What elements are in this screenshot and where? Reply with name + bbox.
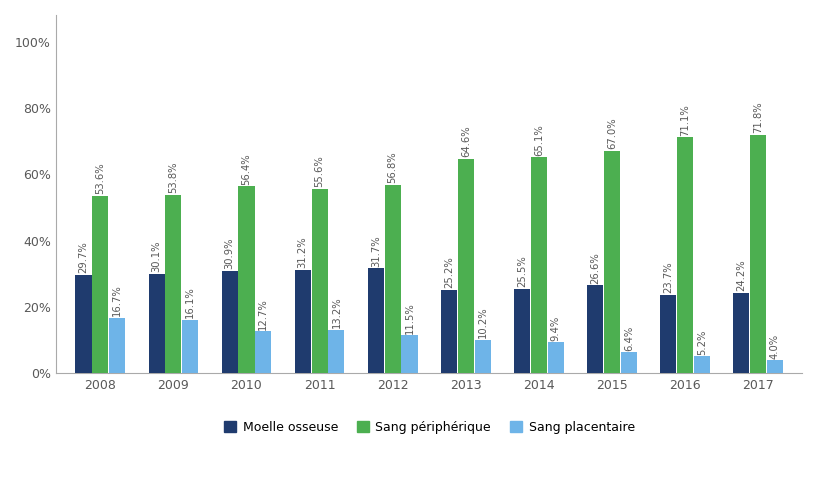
Bar <box>547 342 564 373</box>
Bar <box>694 356 710 373</box>
Bar <box>767 360 783 373</box>
Text: 23.7%: 23.7% <box>663 261 673 293</box>
Bar <box>621 352 636 373</box>
Text: 4.0%: 4.0% <box>770 333 780 359</box>
Bar <box>514 289 530 373</box>
Text: 25.5%: 25.5% <box>517 255 527 287</box>
Text: 64.6%: 64.6% <box>461 126 471 157</box>
Bar <box>368 268 384 373</box>
Bar <box>109 318 125 373</box>
Bar <box>328 330 345 373</box>
Bar <box>734 293 749 373</box>
Text: 16.1%: 16.1% <box>185 286 195 318</box>
Bar <box>531 157 547 373</box>
Bar <box>92 196 109 373</box>
Text: 67.0%: 67.0% <box>607 118 617 149</box>
Text: 25.2%: 25.2% <box>444 256 454 288</box>
Bar <box>75 275 92 373</box>
Text: 10.2%: 10.2% <box>478 306 488 338</box>
Bar <box>677 138 693 373</box>
Bar <box>458 159 474 373</box>
Text: 55.6%: 55.6% <box>315 156 324 187</box>
Text: 26.6%: 26.6% <box>590 252 600 283</box>
Legend: Moelle osseuse, Sang périphérique, Sang placentaire: Moelle osseuse, Sang périphérique, Sang … <box>219 416 640 439</box>
Bar <box>165 195 181 373</box>
Bar <box>255 331 271 373</box>
Text: 56.8%: 56.8% <box>388 152 398 183</box>
Text: 6.4%: 6.4% <box>623 325 634 351</box>
Text: 71.8%: 71.8% <box>753 102 763 134</box>
Bar <box>441 290 457 373</box>
Bar <box>401 335 417 373</box>
Bar <box>221 271 238 373</box>
Text: 12.7%: 12.7% <box>258 298 268 330</box>
Bar <box>587 285 603 373</box>
Text: 16.7%: 16.7% <box>112 284 122 316</box>
Text: 30.9%: 30.9% <box>225 238 234 269</box>
Bar <box>295 270 310 373</box>
Bar <box>182 320 199 373</box>
Text: 56.4%: 56.4% <box>242 153 252 185</box>
Bar <box>475 340 491 373</box>
Bar <box>750 135 766 373</box>
Text: 5.2%: 5.2% <box>697 329 707 355</box>
Text: 53.6%: 53.6% <box>96 162 105 194</box>
Bar <box>311 189 328 373</box>
Bar <box>660 295 676 373</box>
Text: 30.1%: 30.1% <box>152 241 162 272</box>
Text: 53.8%: 53.8% <box>168 162 178 193</box>
Bar <box>239 186 255 373</box>
Text: 31.2%: 31.2% <box>297 237 308 268</box>
Text: 24.2%: 24.2% <box>736 260 747 291</box>
Text: 13.2%: 13.2% <box>332 296 342 328</box>
Text: 31.7%: 31.7% <box>371 235 381 266</box>
Text: 29.7%: 29.7% <box>78 242 88 273</box>
Bar <box>385 185 400 373</box>
Text: 11.5%: 11.5% <box>404 302 414 334</box>
Text: 9.4%: 9.4% <box>551 315 560 341</box>
Bar <box>604 151 620 373</box>
Text: 65.1%: 65.1% <box>534 124 544 156</box>
Text: 71.1%: 71.1% <box>680 104 690 136</box>
Bar <box>149 273 164 373</box>
